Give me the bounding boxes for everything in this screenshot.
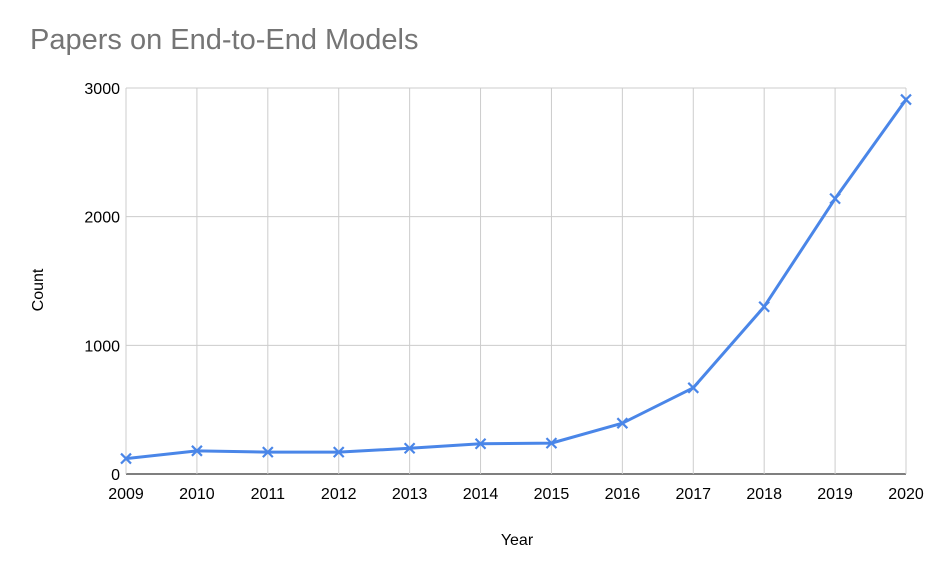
data-point-marker xyxy=(616,417,629,429)
data-point-marker xyxy=(332,446,345,458)
x-axis-title: Year xyxy=(501,532,534,549)
data-point-marker xyxy=(758,300,770,313)
y-tick-label: 0 xyxy=(111,467,120,484)
x-tick-label: 2018 xyxy=(746,486,782,503)
x-tick-label: 2014 xyxy=(463,486,499,503)
y-tick-label: 3000 xyxy=(84,81,120,98)
series-group xyxy=(120,93,912,465)
data-point-marker xyxy=(262,446,274,458)
x-tick-label: 2013 xyxy=(392,486,428,503)
y-axis-title: Count xyxy=(30,268,47,311)
x-tick-label: 2017 xyxy=(675,486,711,503)
y-tick-label: 1000 xyxy=(84,338,120,355)
grid-lines xyxy=(125,87,907,475)
data-point-marker xyxy=(474,437,487,450)
x-tick-label: 2020 xyxy=(888,486,924,503)
series-line xyxy=(124,98,908,461)
data-point-marker xyxy=(403,442,416,455)
x-tick-label: 2012 xyxy=(321,486,357,503)
data-point-marker xyxy=(120,452,132,465)
data-point-marker xyxy=(829,192,841,205)
x-tick-label: 2009 xyxy=(108,486,144,503)
x-tick-label: 2010 xyxy=(179,486,215,503)
x-tick-label: 2015 xyxy=(534,486,570,503)
x-tick-label: 2011 xyxy=(251,486,286,503)
x-tick-label: 2019 xyxy=(817,486,853,503)
data-point-marker xyxy=(191,445,203,457)
x-tick-labels: 2009 2010 2011 2012 2013 2014 2015 2016 2017 2018… xyxy=(108,486,924,503)
chart-title: Papers on End-to-End Models xyxy=(30,24,419,56)
data-point-marker xyxy=(687,382,700,394)
x-tick-label: 2016 xyxy=(605,486,641,503)
y-tick-labels: 0 1000 2000 3000 xyxy=(84,81,120,484)
data-point-marker xyxy=(545,437,558,449)
y-tick-label: 2000 xyxy=(84,210,120,227)
data-point-marker xyxy=(900,93,912,106)
